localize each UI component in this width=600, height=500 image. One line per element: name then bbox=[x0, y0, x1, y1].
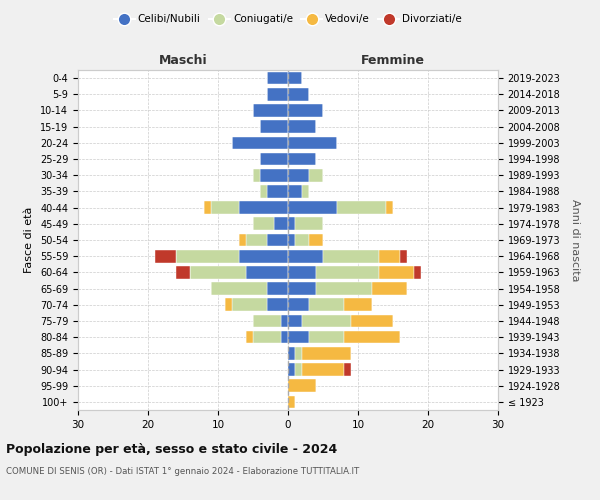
Bar bbox=[379, 266, 414, 278]
Bar bbox=[253, 331, 281, 344]
Bar bbox=[267, 234, 288, 246]
Bar bbox=[344, 363, 351, 376]
Bar bbox=[288, 104, 323, 117]
Y-axis label: Fasce di età: Fasce di età bbox=[25, 207, 34, 273]
Text: Maschi: Maschi bbox=[158, 54, 208, 66]
Bar bbox=[288, 120, 316, 133]
Bar bbox=[239, 234, 246, 246]
Bar bbox=[288, 314, 302, 328]
Bar bbox=[260, 169, 288, 181]
Bar bbox=[176, 250, 239, 262]
Bar bbox=[253, 104, 288, 117]
Text: Popolazione per età, sesso e stato civile - 2024: Popolazione per età, sesso e stato civil… bbox=[6, 442, 337, 456]
Bar bbox=[316, 266, 379, 278]
Bar bbox=[302, 347, 351, 360]
Bar bbox=[295, 363, 302, 376]
Bar bbox=[267, 298, 288, 311]
Y-axis label: Anni di nascita: Anni di nascita bbox=[570, 198, 580, 281]
Bar bbox=[288, 136, 337, 149]
Bar bbox=[337, 202, 386, 214]
Bar bbox=[204, 202, 211, 214]
Bar bbox=[302, 363, 344, 376]
Bar bbox=[281, 314, 288, 328]
Bar bbox=[288, 185, 302, 198]
Bar bbox=[400, 250, 407, 262]
Bar bbox=[246, 331, 253, 344]
Bar bbox=[288, 396, 295, 408]
Bar bbox=[288, 380, 316, 392]
Bar bbox=[295, 347, 302, 360]
Bar bbox=[344, 298, 372, 311]
Bar bbox=[260, 120, 288, 133]
Bar bbox=[288, 218, 295, 230]
Bar bbox=[288, 347, 295, 360]
Bar bbox=[379, 250, 400, 262]
Bar bbox=[288, 250, 323, 262]
Bar bbox=[267, 88, 288, 101]
Bar bbox=[253, 314, 281, 328]
Bar bbox=[246, 266, 288, 278]
Bar bbox=[281, 331, 288, 344]
Bar bbox=[344, 331, 400, 344]
Bar bbox=[323, 250, 379, 262]
Bar bbox=[302, 314, 351, 328]
Bar bbox=[295, 234, 309, 246]
Bar bbox=[288, 72, 302, 85]
Legend: Celibi/Nubili, Coniugati/e, Vedovi/e, Divorziati/e: Celibi/Nubili, Coniugati/e, Vedovi/e, Di… bbox=[110, 10, 466, 29]
Text: Femmine: Femmine bbox=[361, 54, 425, 66]
Bar bbox=[288, 234, 295, 246]
Bar bbox=[253, 218, 274, 230]
Bar bbox=[225, 298, 232, 311]
Bar bbox=[288, 282, 316, 295]
Bar bbox=[372, 282, 407, 295]
Bar bbox=[260, 185, 267, 198]
Bar bbox=[295, 218, 323, 230]
Bar bbox=[288, 363, 295, 376]
Bar bbox=[267, 282, 288, 295]
Bar bbox=[239, 250, 288, 262]
Bar bbox=[288, 152, 316, 166]
Bar bbox=[288, 298, 309, 311]
Bar bbox=[267, 185, 288, 198]
Bar bbox=[414, 266, 421, 278]
Bar bbox=[232, 136, 288, 149]
Bar bbox=[211, 202, 239, 214]
Bar bbox=[239, 202, 288, 214]
Bar bbox=[232, 298, 267, 311]
Bar bbox=[246, 234, 267, 246]
Bar bbox=[316, 282, 372, 295]
Bar bbox=[288, 266, 316, 278]
Bar bbox=[351, 314, 393, 328]
Bar bbox=[288, 202, 337, 214]
Bar bbox=[253, 169, 260, 181]
Bar bbox=[288, 88, 309, 101]
Bar bbox=[267, 72, 288, 85]
Bar bbox=[176, 266, 190, 278]
Bar bbox=[274, 218, 288, 230]
Bar bbox=[260, 152, 288, 166]
Bar bbox=[309, 169, 323, 181]
Text: COMUNE DI SENIS (OR) - Dati ISTAT 1° gennaio 2024 - Elaborazione TUTTITALIA.IT: COMUNE DI SENIS (OR) - Dati ISTAT 1° gen… bbox=[6, 468, 359, 476]
Bar bbox=[211, 282, 267, 295]
Bar bbox=[155, 250, 176, 262]
Bar bbox=[288, 331, 309, 344]
Bar bbox=[288, 169, 309, 181]
Bar bbox=[309, 298, 344, 311]
Bar bbox=[386, 202, 393, 214]
Bar bbox=[302, 185, 309, 198]
Bar bbox=[190, 266, 246, 278]
Bar bbox=[309, 234, 323, 246]
Bar bbox=[309, 331, 344, 344]
